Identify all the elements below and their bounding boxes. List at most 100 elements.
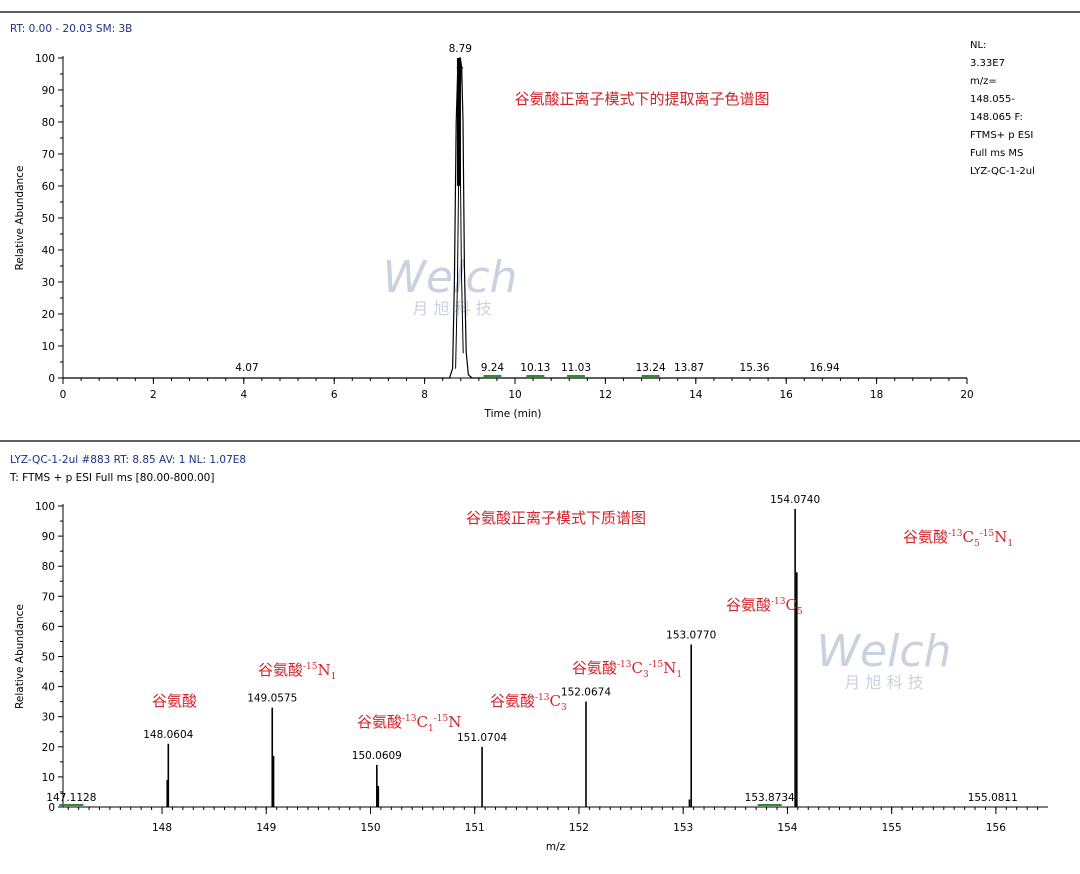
peak-label: 13.24 [636,362,666,374]
chromatogram-header: RT: 0.00 - 20.03 SM: 3B [10,23,132,35]
peak-label: 16.94 [810,362,840,374]
spectrum-title: 谷氨酸正离子模式下质谱图 [466,509,646,527]
isotope-annotation: 谷氨酸-13C5 [726,596,803,617]
isotope-annotation-base: 谷氨酸 [357,713,402,731]
baseline-peak-label: 155.0811 [968,792,1018,804]
spectrum-peak-label: 152.0674 [561,687,611,699]
watermark-logo-text: Welch [383,252,518,303]
y-tick-label: 40 [42,245,55,257]
y-tick-label: 10 [42,341,55,353]
peak-label: 9.24 [481,362,505,374]
y-tick-label: 90 [42,531,55,543]
isotope-annotation-part: 1 [331,672,337,682]
isotope-annotation: 谷氨酸-15N1 [258,661,336,682]
isotope-annotation-part: 3 [643,670,649,680]
baseline-peak-label: 147.1128 [46,792,96,804]
isotope-annotation-base: 谷氨酸 [258,661,303,679]
x-tick-label: 0 [60,389,67,401]
info-line: LYZ-QC-1-2ul [970,166,1035,177]
isotope-annotation-part: C [786,596,797,614]
isotope-annotation-part: C [417,713,428,731]
isotope-annotation-part: N [318,661,331,679]
info-line: Full ms MS [970,148,1023,159]
spectrum-peak-label: 154.0740 [770,494,820,506]
x-tick-label: 153 [673,822,693,834]
isotope-annotation-part: -13 [535,693,550,703]
x-axis-label: m/z [546,841,566,853]
y-tick-label: 20 [42,309,55,321]
y-tick-label: 0 [48,802,55,814]
isotope-annotation-base: 谷氨酸 [903,528,948,546]
peak-apex [456,58,461,186]
y-tick-label: 80 [42,117,55,129]
isotope-annotation-part: C [550,692,561,710]
x-tick-label: 14 [689,389,703,401]
isotope-annotation-part: -13 [771,597,786,607]
isotope-annotation-part: -15 [980,529,995,539]
y-tick-label: 0 [48,373,55,385]
y-tick-label: 30 [42,712,55,724]
isotope-annotation-part: C [632,659,643,677]
x-tick-label: 10 [508,389,521,401]
y-tick-label: 100 [35,501,55,513]
isotope-annotation-part: N [994,528,1007,546]
isotope-annotation-part: -15 [303,662,318,672]
spectrum-peak-label: 149.0575 [247,693,297,705]
y-axis-label: Relative Abundance [14,604,26,709]
peak-label: 10.13 [520,362,550,374]
isotope-annotation-part: N [663,659,676,677]
peak-label: 8.79 [449,43,472,55]
y-tick-label: 60 [42,621,55,633]
watermark-logo-text: Welch [817,626,952,677]
y-tick-label: 50 [42,652,55,664]
isotope-annotation-part: 3 [561,703,567,713]
x-axis-label: Time (min) [483,408,541,420]
x-tick-label: 12 [599,389,612,401]
isotope-annotation-part: 5 [974,539,980,549]
y-tick-label: 20 [42,742,55,754]
spectrum-peak-label: 151.0704 [457,732,507,744]
isotope-annotation: 谷氨酸-13C5-15N1 [903,528,1013,549]
isotope-annotation-part: 5 [797,607,803,617]
y-tick-label: 100 [35,53,55,65]
isotope-annotation-base: 谷氨酸 [490,692,535,710]
spectrum-header: LYZ-QC-1-2ul #883 RT: 8.85 AV: 1 NL: 1.0… [10,454,246,466]
peak-label: 13.87 [674,362,704,374]
y-axis-label: Relative Abundance [14,166,26,271]
x-tick-label: 20 [960,389,973,401]
x-tick-label: 6 [331,389,338,401]
x-tick-label: 4 [240,389,247,401]
isotope-annotation-part: 1 [428,724,434,734]
y-tick-label: 70 [42,591,55,603]
spectrum-peak-label: 148.0604 [143,729,193,741]
isotope-annotation-part: N [448,713,461,731]
chromatogram-title: 谷氨酸正离子模式下的提取离子色谱图 [514,90,769,108]
info-line: NL: [970,40,986,51]
isotope-annotation-base: 谷氨酸 [572,659,617,677]
isotope-annotation-part: -13 [402,714,417,724]
x-tick-label: 148 [152,822,172,834]
info-line: FTMS+ p ESI [970,130,1033,141]
x-tick-label: 155 [882,822,902,834]
isotope-annotation: 谷氨酸 [152,692,197,710]
x-tick-label: 16 [780,389,794,401]
y-tick-label: 50 [42,213,55,225]
x-tick-label: 18 [870,389,883,401]
y-tick-label: 40 [42,682,55,694]
info-line: 3.33E7 [970,58,1005,69]
x-tick-label: 150 [360,822,380,834]
isotope-annotation: 谷氨酸-13C3-15N1 [572,659,682,680]
watermark-sub-text: 月 旭 科 技 [844,673,923,692]
x-tick-label: 151 [465,822,485,834]
x-tick-label: 152 [569,822,589,834]
watermark-sub-text: 月 旭 科 技 [412,299,491,318]
peak-label: 11.03 [561,362,591,374]
y-tick-label: 60 [42,181,55,193]
x-tick-label: 149 [256,822,276,834]
isotope-annotation-part: 1 [676,670,682,680]
x-tick-label: 154 [777,822,797,834]
y-tick-label: 70 [42,149,55,161]
